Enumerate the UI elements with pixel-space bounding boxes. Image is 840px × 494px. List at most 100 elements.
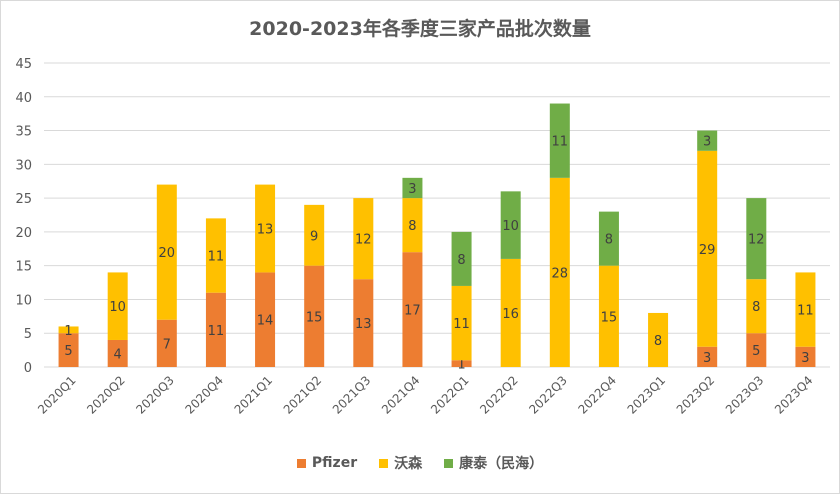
data-label: 8	[408, 219, 416, 234]
data-label: 3	[801, 351, 809, 366]
x-tick-label: 2020Q3	[133, 373, 177, 417]
data-label: 29	[699, 243, 716, 258]
x-tick-label: 2022Q2	[477, 373, 521, 417]
x-tick-label: 2021Q1	[232, 373, 276, 417]
bar-segment	[746, 198, 767, 280]
bar-segment	[746, 279, 767, 334]
data-label: 3	[703, 135, 711, 150]
x-tick-label: 2022Q1	[428, 373, 472, 417]
data-label: 8	[752, 300, 760, 315]
data-label: 8	[654, 334, 662, 349]
x-tick-label: 2021Q2	[281, 373, 325, 417]
data-label: 11	[208, 250, 225, 265]
x-tick-label: 2021Q3	[330, 373, 374, 417]
y-tick-label: 0	[24, 361, 32, 376]
x-tick-label: 2023Q4	[772, 373, 816, 417]
bar-segment	[205, 292, 226, 367]
bar-segment	[304, 204, 325, 266]
legend-item-kangtai[interactable]: 康泰（民海）	[444, 453, 543, 473]
data-label: 28	[552, 266, 569, 281]
bar-segment	[451, 285, 472, 361]
data-label: 4	[114, 347, 122, 362]
bar-segment	[255, 184, 276, 273]
bar-segment	[156, 319, 177, 367]
y-tick-label: 5	[24, 327, 32, 342]
bar-segment	[500, 191, 521, 259]
legend-item-pfizer[interactable]: Pfizer	[296, 453, 358, 473]
data-label: 16	[502, 307, 519, 322]
bar-segment	[795, 346, 816, 367]
bar-segment	[697, 346, 718, 367]
y-tick-label: 20	[15, 226, 32, 241]
data-label: 15	[306, 310, 323, 325]
data-label: 12	[355, 233, 372, 248]
bar-segment	[549, 103, 570, 178]
y-tick-label: 45	[15, 57, 32, 72]
bar-segment	[549, 177, 570, 367]
data-label: 11	[453, 317, 470, 332]
legend-swatch-pfizer	[296, 458, 306, 468]
bar-segment	[58, 333, 79, 367]
data-label: 1	[457, 358, 465, 373]
y-tick-label: 25	[15, 192, 32, 207]
x-tick-label: 2020Q2	[84, 373, 128, 417]
x-tick-label: 2022Q4	[575, 373, 619, 417]
x-tick-label: 2023Q1	[625, 373, 669, 417]
legend-label-wosen: 沃森	[394, 456, 423, 472]
bar-segment	[451, 360, 472, 367]
y-tick-label: 30	[15, 158, 32, 173]
bar-segment	[697, 150, 718, 347]
data-label: 11	[552, 135, 569, 150]
data-label: 12	[748, 233, 765, 248]
data-label: 17	[404, 304, 421, 319]
y-tick-label: 40	[15, 91, 32, 106]
bar-segment	[107, 339, 128, 367]
bar-segment	[795, 272, 816, 347]
data-label: 13	[355, 317, 372, 332]
bar-segment	[107, 272, 128, 340]
bar-segment	[598, 211, 619, 266]
legend-item-wosen[interactable]: 沃森	[379, 453, 422, 473]
legend: Pfizer 沃森 康泰（民海）	[0, 453, 840, 473]
y-tick-label: 15	[15, 260, 32, 275]
bar-segment	[598, 265, 619, 367]
bar-segment	[255, 272, 276, 367]
legend-label-pfizer: Pfizer	[311, 455, 358, 471]
y-tick-label: 10	[15, 293, 32, 308]
x-tick-label: 2023Q2	[674, 373, 718, 417]
data-label: 11	[797, 304, 814, 319]
data-label: 10	[502, 219, 519, 234]
bar-segment	[304, 265, 325, 367]
y-tick-label: 35	[15, 125, 32, 140]
x-tick-label: 2023Q3	[723, 373, 767, 417]
x-tick-label: 2021Q4	[379, 373, 423, 417]
bar-segment	[648, 312, 669, 367]
data-label: 10	[109, 300, 126, 315]
bar-segment	[451, 231, 472, 286]
data-label: 7	[163, 337, 171, 352]
data-label: 5	[752, 344, 760, 359]
data-label: 3	[408, 182, 416, 197]
bar-segment	[402, 198, 423, 253]
x-tick-label: 2020Q1	[35, 373, 79, 417]
x-tick-label: 2020Q4	[182, 373, 226, 417]
data-label: 5	[64, 344, 72, 359]
data-label: 8	[457, 253, 465, 268]
bar-segment	[353, 279, 374, 367]
data-label: 8	[605, 233, 613, 248]
data-label: 3	[703, 351, 711, 366]
bar-segment	[500, 258, 521, 367]
data-label: 11	[208, 324, 225, 339]
bar-segment	[402, 177, 423, 199]
bar-segment	[58, 326, 79, 334]
bar-segment	[746, 333, 767, 367]
x-tick-label: 2022Q3	[526, 373, 570, 417]
chart-title: 2020-2023年各季度三家产品批次数量	[249, 18, 591, 40]
data-label: 9	[310, 229, 318, 244]
data-label: 1	[64, 324, 72, 339]
data-label: 20	[159, 246, 176, 261]
bar-segment	[697, 130, 718, 151]
bar-segment	[156, 184, 177, 320]
legend-label-kangtai: 康泰（民海）	[459, 456, 544, 472]
